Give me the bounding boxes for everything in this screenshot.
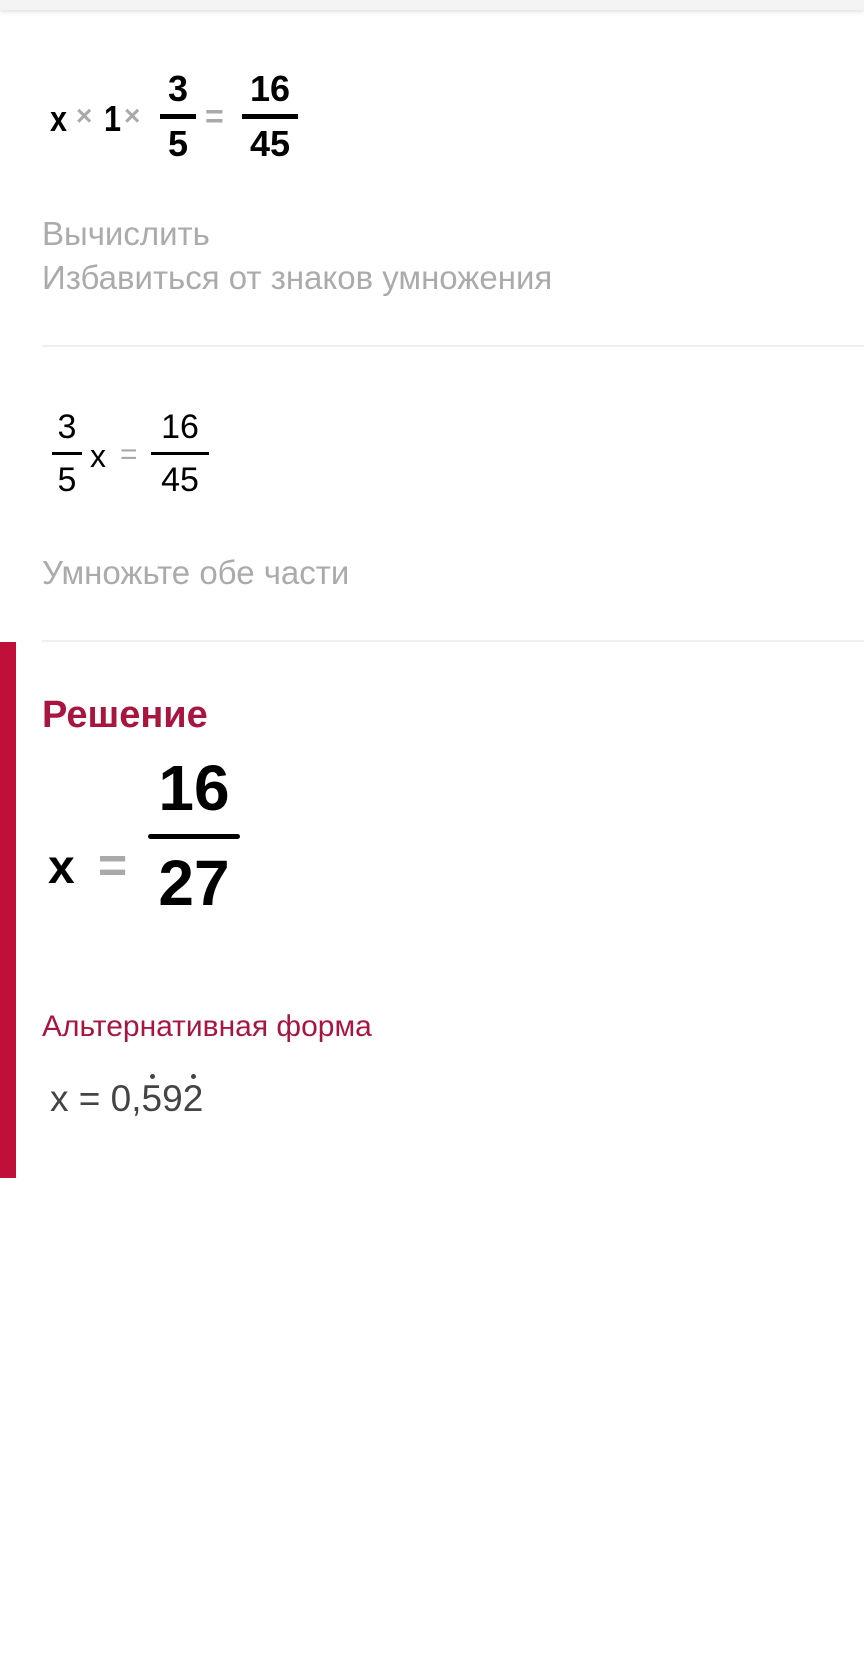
denominator: 45 (161, 461, 199, 499)
variable-x: x (50, 98, 68, 139)
divider (42, 345, 864, 347)
multiply-sign: × (76, 100, 93, 131)
variable-x: x (90, 438, 106, 474)
divider (42, 640, 864, 642)
repeat-dot (190, 1074, 196, 1079)
denominator: 27 (158, 847, 230, 919)
repeat-dot (149, 1074, 155, 1079)
hint-remove-multiplication: Избавиться от знаков умножения (42, 259, 553, 296)
numerator: 16 (249, 68, 291, 109)
equals-sign: = (98, 837, 128, 893)
alt-prefix: x = 0, (50, 1078, 142, 1119)
equals-sign: = (120, 438, 138, 471)
fraction-bar (52, 452, 82, 455)
fraction-3-5: 3 5 (160, 70, 196, 163)
equals-sign: = (205, 98, 224, 134)
variable-x: x (48, 841, 75, 894)
fraction-bar (148, 834, 240, 839)
top-bar (0, 0, 864, 10)
repeating-digit: 2 (182, 1074, 204, 1120)
multiply-sign: × (124, 100, 141, 131)
fraction-16-45: 16 45 (151, 408, 209, 499)
fraction-bar (160, 114, 196, 119)
denominator: 5 (57, 461, 77, 499)
digit: 5 (141, 1078, 163, 1119)
solution-accent-bar (0, 642, 16, 1178)
alternative-form-title: Альтернативная форма (42, 1010, 372, 1043)
numerator: 16 (158, 752, 230, 824)
hint-calculate: Вычислить (42, 215, 210, 252)
fraction-bar (242, 114, 298, 119)
numerator: 3 (167, 68, 189, 109)
hint-multiply-both-sides: Умножьте обе части (42, 554, 350, 591)
repeating-digit: 5 (141, 1074, 163, 1120)
fraction-3-5: 3 5 (52, 408, 82, 499)
fraction-16-45: 16 45 (242, 70, 298, 163)
solution-fraction: 16 27 (148, 752, 240, 919)
fraction-bar (151, 452, 209, 455)
solution-title: Решение (42, 694, 208, 736)
number-one: 1 (104, 98, 122, 139)
alternative-form-value: x = 0,5 92 (50, 1074, 204, 1120)
numerator: 3 (57, 408, 77, 446)
digit: 9 (162, 1078, 183, 1119)
numerator: 16 (161, 408, 199, 446)
denominator: 45 (249, 123, 291, 164)
digit: 2 (182, 1078, 204, 1119)
denominator: 5 (167, 123, 189, 164)
